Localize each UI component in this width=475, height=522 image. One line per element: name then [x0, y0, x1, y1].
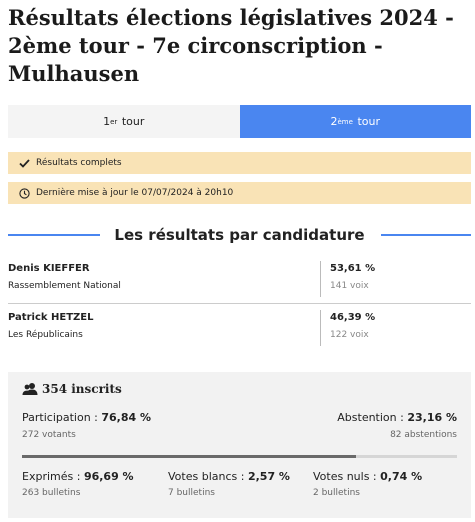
row-separator: [8, 303, 471, 304]
tab-first-round-number: 1: [103, 115, 111, 128]
expressed-stat: Exprimés : 96,69 %: [22, 470, 134, 483]
last-update-banner: Dernière mise à jour le 07/07/2024 à 20h…: [8, 182, 471, 204]
tab-second-round-number: 2: [330, 115, 338, 128]
candidate-votes: 122 voix: [330, 330, 369, 340]
people-icon: [22, 382, 38, 396]
results-complete-banner: Résultats complets: [8, 152, 471, 174]
participation-bar: [22, 455, 457, 458]
candidate-party: Les Républicains: [8, 330, 83, 340]
blank-votes-label: Votes blancs :: [168, 470, 245, 483]
last-update-text: Dernière mise à jour le 07/07/2024 à 20h…: [36, 188, 234, 198]
null-votes-stat: Votes nuls : 0,74 %: [313, 470, 422, 483]
section-title: Les résultats par candidature: [114, 226, 365, 244]
tab-second-round-sup: ème: [337, 117, 353, 126]
clock-icon: [18, 187, 30, 199]
blank-ballots: 7 bulletins: [168, 488, 215, 498]
tab-first-round[interactable]: 1 er tour: [8, 105, 240, 138]
abstention-value: 23,16 %: [407, 411, 457, 424]
expressed-ballots: 263 bulletins: [22, 488, 81, 498]
candidate-name: Denis KIEFFER: [8, 263, 90, 274]
abstention-label: Abstention :: [337, 411, 404, 424]
round-tabs: 1 er tour 2 ème tour: [8, 105, 471, 138]
candidate-row: Patrick HETZEL Les Républicains 46,39 % …: [8, 310, 471, 350]
expressed-label: Exprimés :: [22, 470, 81, 483]
voters-count: 272 votants: [22, 430, 76, 440]
page-title: Résultats élections législatives 2024 - …: [8, 5, 454, 86]
participation-label: Participation :: [22, 411, 98, 424]
abstention-count: 82 abstentions: [390, 430, 457, 440]
null-votes-label: Votes nuls :: [313, 470, 377, 483]
participation-value: 76,84 %: [101, 411, 152, 424]
null-ballots: 2 bulletins: [313, 488, 360, 498]
section-heading: Les résultats par candidature: [8, 222, 471, 248]
candidate-percent: 53,61 %: [330, 263, 376, 274]
turnout-panel: 354 inscrits Participation : 76,84 % 272…: [8, 372, 471, 518]
tab-second-round[interactable]: 2 ème tour: [239, 105, 471, 138]
candidate-percent: 46,39 %: [330, 312, 376, 323]
check-icon: [18, 157, 30, 169]
candidate-votes: 141 voix: [330, 281, 369, 291]
participation-stat: Participation : 76,84 %: [22, 411, 151, 424]
results-complete-text: Résultats complets: [36, 158, 122, 168]
blank-votes-value: 2,57 %: [247, 470, 290, 483]
expressed-value: 96,69 %: [83, 470, 134, 483]
participation-bar-fill: [22, 455, 357, 458]
registered-count: 354 inscrits: [42, 382, 122, 396]
null-votes-value: 0,74 %: [380, 470, 423, 483]
tab-second-round-label: tour: [357, 115, 380, 128]
tab-first-round-sup: er: [110, 117, 118, 126]
tab-first-round-label: tour: [121, 115, 145, 128]
candidate-party: Rassemblement National: [8, 281, 121, 291]
blank-votes-stat: Votes blancs : 2,57 %: [168, 470, 290, 483]
candidate-row: Denis KIEFFER Rassemblement National 53,…: [8, 261, 471, 301]
abstention-stat: Abstention : 23,16 %: [337, 411, 457, 424]
heading-line-left: [8, 234, 100, 236]
candidate-name: Patrick HETZEL: [8, 312, 94, 323]
divider: [320, 310, 321, 346]
registered-voters: 354 inscrits: [22, 382, 122, 396]
heading-line-right: [381, 234, 471, 236]
divider: [320, 261, 321, 297]
